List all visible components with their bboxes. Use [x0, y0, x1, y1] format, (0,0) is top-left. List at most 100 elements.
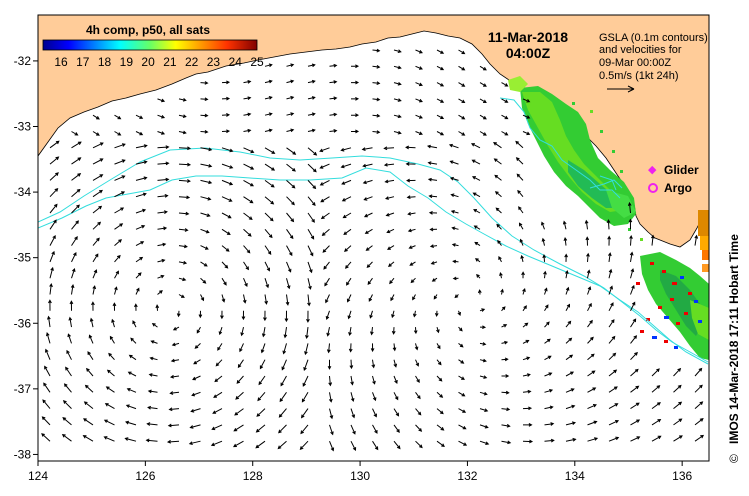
velocity-arrow [200, 245, 209, 250]
velocity-arrow [390, 294, 395, 302]
velocity-arrow [264, 96, 273, 100]
velocity-arrow [264, 261, 270, 272]
velocity-arrow [474, 258, 481, 263]
velocity-arrow [211, 424, 223, 431]
velocity-arrow [586, 252, 590, 262]
velocity-arrow [473, 225, 481, 230]
velocity-arrow [372, 130, 381, 134]
y-tick-label: -35 [14, 251, 32, 265]
velocity-arrow [630, 436, 641, 442]
velocity-arrow [458, 65, 466, 71]
velocity-arrow [479, 342, 487, 346]
velocity-arrow [200, 228, 210, 234]
velocity-arrow [585, 236, 590, 246]
velocity-arrow [349, 359, 354, 370]
velocity-arrow [366, 261, 373, 269]
velocity-arrow [286, 163, 296, 172]
velocity-arrow [157, 226, 168, 231]
velocity-arrow [372, 48, 381, 53]
velocity-arrow [564, 253, 568, 262]
velocity-arrow [673, 418, 683, 426]
velocity-arrow [84, 384, 94, 393]
velocity-arrow [431, 277, 438, 282]
velocity-arrow [501, 374, 510, 378]
velocity-arrow [49, 203, 58, 214]
velocity-arrow [409, 261, 416, 266]
velocity-arrow [221, 80, 231, 85]
velocity-arrow [372, 408, 377, 418]
velocity-arrow [479, 308, 486, 312]
velocity-arrow [458, 375, 465, 380]
velocity-arrow [565, 388, 575, 393]
velocity-arrow [70, 284, 75, 295]
velocity-arrow [114, 286, 118, 295]
velocity-arrow [105, 386, 115, 393]
velocity-arrow [307, 196, 316, 207]
velocity-arrow [586, 269, 591, 279]
velocity-arrow [450, 193, 459, 198]
velocity-arrow [368, 294, 373, 302]
velocity-arrow [521, 271, 525, 279]
velocity-arrow [673, 401, 683, 409]
velocity-arrow [544, 355, 552, 361]
velocity-arrow [221, 96, 231, 101]
velocity-arrow [630, 284, 635, 295]
velocity-arrow [221, 163, 234, 169]
velocity-arrow [565, 303, 570, 312]
velocity-arrow [430, 261, 438, 265]
velocity-arrow [178, 195, 191, 200]
velocity-arrow [630, 318, 637, 328]
x-tick-label: 134 [565, 469, 585, 483]
velocity-arrow [264, 278, 270, 289]
velocity-arrow [217, 343, 223, 351]
velocity-arrow [157, 210, 168, 215]
velocity-arrow [243, 128, 252, 133]
velocity-arrow [500, 288, 504, 295]
velocity-arrow [135, 208, 147, 214]
velocity-arrow [111, 318, 115, 328]
velocity-arrow [258, 375, 266, 386]
velocity-arrow [493, 142, 502, 149]
velocity-arrow [587, 336, 594, 344]
velocity-arrow [114, 239, 122, 246]
x-tick-label: 128 [243, 469, 263, 483]
velocity-arrow [372, 64, 381, 69]
velocity-arrow [92, 189, 103, 198]
velocity-arrow [243, 261, 249, 271]
velocity-arrow [71, 220, 79, 230]
velocity-arrow [305, 327, 309, 340]
velocity-arrow [114, 254, 121, 263]
velocity-arrow [436, 65, 445, 71]
velocity-arrow [71, 204, 80, 214]
colorbar: 4h comp, p50, all sats 16 17 18 19 20 21 22 23 2… [42, 23, 264, 69]
velocity-arrow [327, 359, 332, 370]
velocity-arrow [319, 147, 330, 153]
velocity-arrow [541, 221, 545, 230]
velocity-arrow [49, 266, 54, 279]
velocity-arrow [458, 408, 467, 413]
velocity-arrow [479, 325, 487, 330]
velocity-arrow [350, 440, 357, 452]
velocity-arrow [243, 96, 252, 100]
velocity-arrow [171, 342, 180, 347]
velocity-arrow [329, 80, 338, 84]
velocity-arrow [299, 440, 309, 450]
velocity-arrow [406, 195, 416, 200]
velocity-arrow [221, 245, 230, 252]
velocity-arrow [87, 351, 94, 360]
argo-marker-icon [648, 183, 658, 193]
velocity-arrow [413, 327, 418, 335]
velocity-arrow [518, 222, 524, 230]
velocity-arrow [307, 245, 314, 257]
velocity-arrow [178, 294, 185, 298]
velocity-arrow [587, 353, 595, 361]
velocity-arrow [429, 227, 438, 232]
velocity-arrow [62, 416, 72, 426]
argo-label: Argo [664, 181, 692, 195]
velocity-arrow [496, 223, 502, 230]
velocity-arrow [587, 387, 597, 393]
velocity-arrow [178, 162, 192, 167]
velocity-arrow [412, 294, 416, 301]
velocity-arrow [89, 317, 94, 328]
velocity-arrow [630, 301, 636, 312]
